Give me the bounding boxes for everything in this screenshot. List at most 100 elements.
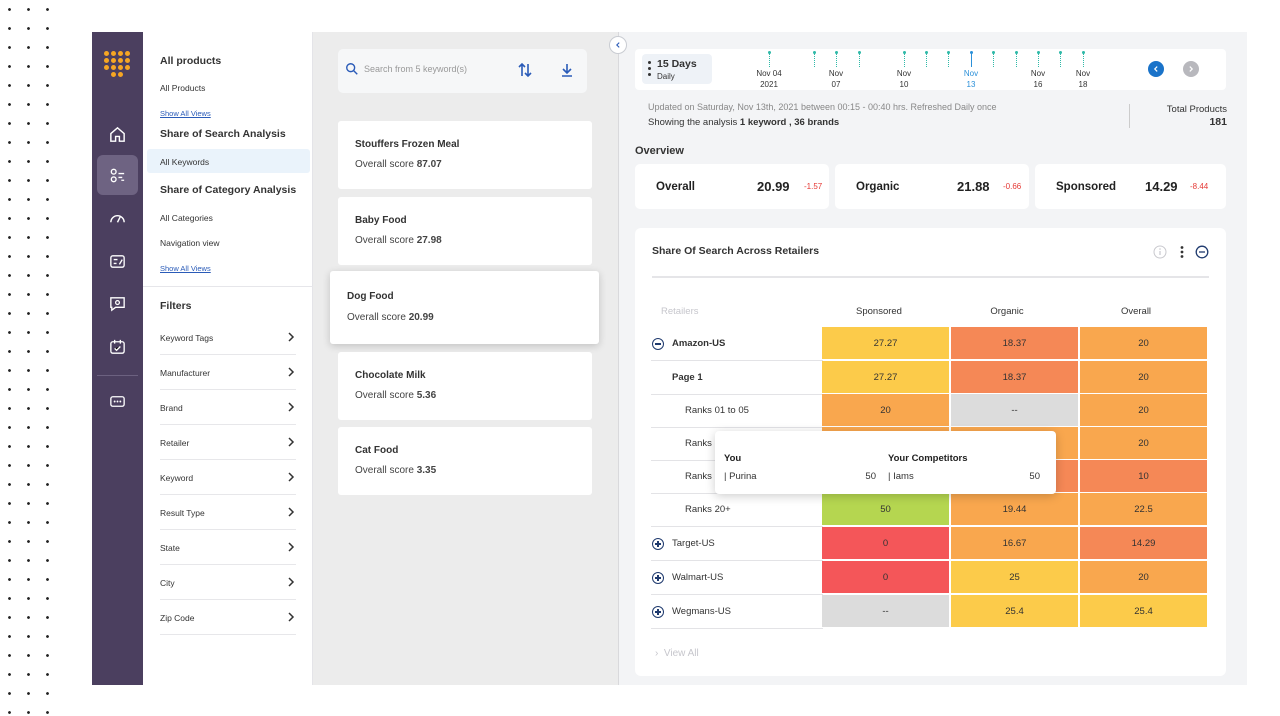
retailer-row-label[interactable]: Wegmans-US xyxy=(672,606,731,617)
overview-card-sponsored[interactable]: Sponsored 14.29 -8.44 xyxy=(1035,164,1226,209)
retailer-row-label[interactable]: Amazon-US xyxy=(672,338,726,349)
timeline-date-label[interactable]: Nov 13 xyxy=(951,68,991,90)
filter-row[interactable]: Zip Code xyxy=(160,600,296,635)
menu-item-all-categories[interactable]: All Categories xyxy=(160,213,213,223)
expand-icon[interactable] xyxy=(652,606,664,618)
home-icon[interactable] xyxy=(97,114,138,154)
keyword-card[interactable]: Dog Food Overall score 20.99 xyxy=(330,271,599,344)
timeline-tick[interactable] xyxy=(970,51,973,67)
timeline-tick[interactable] xyxy=(768,51,771,67)
score-cell-overall[interactable]: 22.5 xyxy=(1080,493,1207,525)
keyword-card[interactable]: Cat Food Overall score 3.35 xyxy=(338,427,592,495)
score-cell-organic[interactable]: -- xyxy=(951,394,1078,426)
keyword-search-box[interactable]: Search from 5 keyword(s) xyxy=(338,49,587,93)
view-all-link[interactable]: › View All xyxy=(655,648,699,659)
app-logo[interactable] xyxy=(104,51,132,79)
menu-item-all-keywords[interactable]: All Keywords xyxy=(160,157,210,167)
retailer-row-label[interactable]: Walmart-US xyxy=(672,572,724,583)
report-icon[interactable] xyxy=(97,241,138,281)
info-icon[interactable] xyxy=(1153,245,1167,259)
download-icon[interactable] xyxy=(559,61,575,79)
timeline-tick[interactable] xyxy=(903,51,906,67)
timeline-tick[interactable] xyxy=(947,51,950,67)
timeline-tick[interactable] xyxy=(925,51,928,67)
score-cell-sponsored[interactable]: 0 xyxy=(822,561,949,593)
keyword-card[interactable]: Baby Food Overall score 27.98 xyxy=(338,197,592,265)
timeline-tick[interactable] xyxy=(858,51,861,67)
score-cell-organic[interactable]: 18.37 xyxy=(951,361,1078,393)
timeline-tick[interactable] xyxy=(1015,51,1018,67)
expand-icon[interactable] xyxy=(652,572,664,584)
score-cell-sponsored[interactable]: 27.27 xyxy=(822,327,949,359)
timeline-tick[interactable] xyxy=(1037,51,1040,67)
col-header-sponsored[interactable]: Sponsored xyxy=(856,306,902,317)
calendar-icon[interactable] xyxy=(97,326,138,366)
collapse-icon[interactable] xyxy=(652,338,664,350)
score-cell-overall[interactable]: 14.29 xyxy=(1080,527,1207,559)
score-cell-overall[interactable]: 20 xyxy=(1080,427,1207,459)
col-header-overall[interactable]: Overall xyxy=(1120,306,1152,317)
share-of-search-icon[interactable] xyxy=(97,155,138,195)
expand-icon[interactable] xyxy=(652,538,664,550)
filter-row[interactable]: City xyxy=(160,565,296,600)
show-all-views-link[interactable]: Show All Views xyxy=(160,264,211,273)
filter-row[interactable]: State xyxy=(160,530,296,565)
score-cell-overall[interactable]: 20 xyxy=(1080,361,1207,393)
score-cell-sponsored[interactable]: 50 xyxy=(822,493,949,525)
filter-row[interactable]: Retailer xyxy=(160,425,296,460)
score-cell-overall[interactable]: 20 xyxy=(1080,327,1207,359)
filter-row[interactable]: Keyword xyxy=(160,460,296,495)
gauge-icon[interactable] xyxy=(97,198,138,238)
filter-row[interactable]: Brand xyxy=(160,390,296,425)
more-options-icon[interactable] xyxy=(1175,245,1189,259)
timeline-date-label[interactable]: Nov 04 2021 xyxy=(749,68,789,90)
keyword-card[interactable]: Stouffers Frozen Meal Overall score 87.07 xyxy=(338,121,592,189)
timeline-date-label[interactable]: Nov 18 xyxy=(1063,68,1103,90)
timeline-tick[interactable] xyxy=(1082,51,1085,67)
timeline-date-label[interactable]: Nov 07 xyxy=(816,68,856,90)
score-cell-sponsored[interactable]: 20 xyxy=(822,394,949,426)
score-cell-organic[interactable]: 18.37 xyxy=(951,327,1078,359)
search-input[interactable]: Search from 5 keyword(s) xyxy=(364,64,468,74)
overview-card-overall[interactable]: Overall 20.99 -1.57 xyxy=(635,164,829,209)
collapse-widget-icon[interactable] xyxy=(1195,245,1209,259)
score-cell-sponsored[interactable]: 27.27 xyxy=(822,361,949,393)
filter-label: Manufacturer xyxy=(160,368,211,378)
sort-icon[interactable] xyxy=(516,61,534,79)
timeline-date-label[interactable]: Nov 16 xyxy=(1018,68,1058,90)
menu-item-navigation-view[interactable]: Navigation view xyxy=(160,238,220,248)
score-cell-organic[interactable]: 25 xyxy=(951,561,1078,593)
sos-heading: Share of Search Analysis xyxy=(160,128,286,140)
score-cell-overall[interactable]: 25.4 xyxy=(1080,595,1207,627)
col-header-organic[interactable]: Organic xyxy=(990,306,1024,317)
score-cell-overall[interactable]: 10 xyxy=(1080,460,1207,492)
more-icon[interactable] xyxy=(97,381,138,421)
timeline-date-label[interactable]: Nov 10 xyxy=(884,68,924,90)
message-settings-icon[interactable] xyxy=(97,283,138,323)
score-cell-overall[interactable]: 20 xyxy=(1080,394,1207,426)
retailer-row-label[interactable]: Target-US xyxy=(672,538,715,549)
filter-row[interactable]: Manufacturer xyxy=(160,355,296,390)
timeline-prev-button[interactable] xyxy=(1148,61,1164,77)
row-divider xyxy=(651,526,823,527)
keyword-card[interactable]: Chocolate Milk Overall score 5.36 xyxy=(338,352,592,420)
score-cell-organic[interactable]: 16.67 xyxy=(951,527,1078,559)
show-all-views-link[interactable]: Show All Views xyxy=(160,109,211,118)
period-title: 15 Days xyxy=(657,58,697,70)
period-selector[interactable]: 15 Days Daily xyxy=(642,54,712,84)
overview-card-organic[interactable]: Organic 21.88 -0.66 xyxy=(835,164,1029,209)
filter-row[interactable]: Keyword Tags xyxy=(160,320,296,355)
score-cell-sponsored[interactable]: -- xyxy=(822,595,949,627)
score-cell-organic[interactable]: 25.4 xyxy=(951,595,1078,627)
timeline-tick[interactable] xyxy=(835,51,838,67)
collapse-panel-button[interactable] xyxy=(609,36,627,54)
timeline-tick[interactable] xyxy=(1059,51,1062,67)
timeline-tick[interactable] xyxy=(813,51,816,67)
score-cell-organic[interactable]: 19.44 xyxy=(951,493,1078,525)
timeline-next-button[interactable] xyxy=(1183,61,1199,77)
score-cell-overall[interactable]: 20 xyxy=(1080,561,1207,593)
score-cell-sponsored[interactable]: 0 xyxy=(822,527,949,559)
menu-item-all-products[interactable]: All Products xyxy=(160,83,206,93)
timeline-tick[interactable] xyxy=(992,51,995,67)
filter-row[interactable]: Result Type xyxy=(160,495,296,530)
